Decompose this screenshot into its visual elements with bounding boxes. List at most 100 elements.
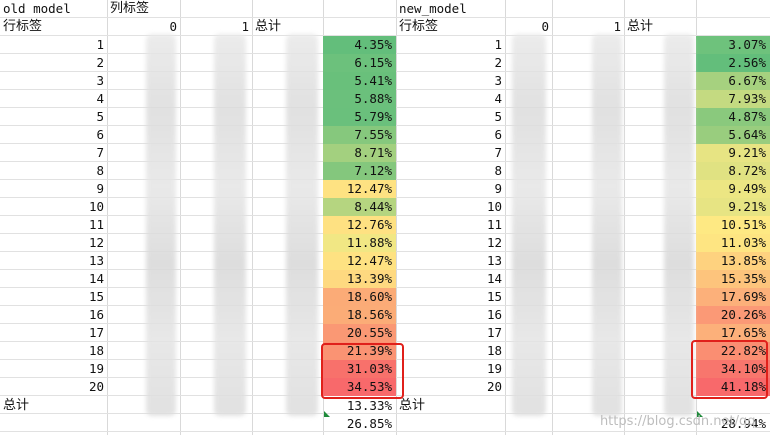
right-row-label[interactable]: 1	[494, 37, 502, 52]
blurred-column	[512, 34, 546, 416]
left-row-label[interactable]: 13	[88, 253, 104, 268]
grid-line	[0, 35, 770, 36]
right-row-label[interactable]: 2	[494, 55, 502, 70]
left-col-0-header[interactable]: 0	[169, 19, 177, 34]
right-row-label[interactable]: 19	[486, 361, 502, 376]
left-total-header: 总计	[255, 19, 282, 34]
right-row-label[interactable]: 15	[486, 289, 502, 304]
right-total-pct-cell[interactable]: 9.21%	[696, 144, 770, 162]
left-row-label[interactable]: 4	[96, 91, 104, 106]
left-row-label[interactable]: 2	[96, 55, 104, 70]
left-row-label[interactable]: 8	[96, 163, 104, 178]
left-row-label[interactable]: 12	[88, 235, 104, 250]
right-row-labels-header[interactable]: 行标签	[399, 19, 439, 34]
right-total-pct-cell[interactable]: 20.26%	[696, 306, 770, 324]
right-row-label[interactable]: 4	[494, 91, 502, 106]
right-total-pct-cell[interactable]: 34.10%	[696, 360, 770, 378]
right-row-label[interactable]: 5	[494, 109, 502, 124]
left-col-1-header[interactable]: 1	[241, 19, 249, 34]
left-total-pct-cell[interactable]: 7.12%	[323, 162, 396, 180]
left-total-pct-cell[interactable]: 5.41%	[323, 72, 396, 90]
left-total-pct-cell[interactable]: 21.39%	[323, 342, 396, 360]
left-row-label[interactable]: 18	[88, 343, 104, 358]
left-total-pct-cell[interactable]: 8.71%	[323, 144, 396, 162]
left-total-pct-cell[interactable]: 12.47%	[323, 180, 396, 198]
left-total-pct-cell[interactable]: 34.53%	[323, 378, 396, 396]
right-row-label[interactable]: 6	[494, 127, 502, 142]
left-total-pct-cell[interactable]: 11.88%	[323, 234, 396, 252]
right-row-label[interactable]: 3	[494, 73, 502, 88]
right-total-pct-cell[interactable]: 7.93%	[696, 90, 770, 108]
left-total-pct-cell[interactable]: 5.79%	[323, 108, 396, 126]
left-total-pct-cell[interactable]: 13.39%	[323, 270, 396, 288]
left-total-pct-cell[interactable]: 12.76%	[323, 216, 396, 234]
right-total-pct-cell[interactable]: 41.18%	[696, 378, 770, 396]
left-total-pct-cell[interactable]: 18.56%	[323, 306, 396, 324]
left-grand-total-value: 13.33%	[346, 398, 392, 413]
left-row-label[interactable]: 17	[88, 325, 104, 340]
right-col-1-header[interactable]: 1	[613, 19, 621, 34]
error-indicator-icon	[697, 411, 703, 417]
right-row-label[interactable]: 7	[494, 145, 502, 160]
right-total-pct-cell[interactable]: 5.64%	[696, 126, 770, 144]
right-row-label[interactable]: 13	[486, 253, 502, 268]
left-total-pct-cell[interactable]: 31.03%	[323, 360, 396, 378]
right-row-label[interactable]: 20	[486, 379, 502, 394]
right-row-label[interactable]: 14	[486, 271, 502, 286]
right-row-label[interactable]: 11	[486, 217, 502, 232]
right-row-label[interactable]: 10	[486, 199, 502, 214]
right-total-pct-cell[interactable]: 4.87%	[696, 108, 770, 126]
right-row-label[interactable]: 18	[486, 343, 502, 358]
left-row-label[interactable]: 19	[88, 361, 104, 376]
left-total-pct-cell[interactable]: 7.55%	[323, 126, 396, 144]
right-total-pct-cell[interactable]: 15.35%	[696, 270, 770, 288]
right-row-label[interactable]: 17	[486, 325, 502, 340]
right-total-header: 总计	[627, 19, 654, 34]
left-row-label[interactable]: 1	[96, 37, 104, 52]
grid-line	[180, 0, 181, 435]
right-total-pct-cell[interactable]: 17.69%	[696, 288, 770, 306]
blurred-column	[592, 34, 622, 416]
left-row-label[interactable]: 20	[88, 379, 104, 394]
grid-line	[0, 413, 770, 414]
right-row-label[interactable]: 8	[494, 163, 502, 178]
left-total-pct-cell[interactable]: 5.88%	[323, 90, 396, 108]
right-total-pct-cell[interactable]: 13.85%	[696, 252, 770, 270]
right-total-pct-cell[interactable]: 9.49%	[696, 180, 770, 198]
left-column-labels-header[interactable]: 列标签	[110, 1, 150, 16]
left-total-pct-cell[interactable]: 18.60%	[323, 288, 396, 306]
right-total-pct-cell[interactable]: 10.51%	[696, 216, 770, 234]
grid-line	[505, 0, 506, 435]
right-grand-total-label: 总计	[399, 398, 426, 413]
left-total-pct-cell[interactable]: 12.47%	[323, 252, 396, 270]
right-total-pct-cell[interactable]: 9.21%	[696, 198, 770, 216]
left-row-label[interactable]: 10	[88, 199, 104, 214]
right-row-label[interactable]: 9	[494, 181, 502, 196]
left-row-label[interactable]: 6	[96, 127, 104, 142]
left-row-labels-header[interactable]: 行标签	[3, 19, 43, 34]
highlight-box-left	[321, 343, 404, 399]
left-row-label[interactable]: 14	[88, 271, 104, 286]
right-total-pct-cell[interactable]: 6.67%	[696, 72, 770, 90]
left-row-label[interactable]: 3	[96, 73, 104, 88]
right-total-pct-cell[interactable]: 3.07%	[696, 36, 770, 54]
right-col-0-header[interactable]: 0	[541, 19, 549, 34]
right-total-pct-cell[interactable]: 8.72%	[696, 162, 770, 180]
left-row-label[interactable]: 15	[88, 289, 104, 304]
left-total-pct-cell[interactable]: 6.15%	[323, 54, 396, 72]
right-total-pct-cell[interactable]: 2.56%	[696, 54, 770, 72]
left-row-label[interactable]: 5	[96, 109, 104, 124]
right-total-pct-cell[interactable]: 17.65%	[696, 324, 770, 342]
right-row-label[interactable]: 16	[486, 307, 502, 322]
right-total-pct-cell[interactable]: 11.03%	[696, 234, 770, 252]
left-total-pct-cell[interactable]: 20.55%	[323, 324, 396, 342]
left-row-label[interactable]: 7	[96, 145, 104, 160]
left-row-label[interactable]: 16	[88, 307, 104, 322]
left-row-label[interactable]: 9	[96, 181, 104, 196]
left-total-pct-cell[interactable]: 8.44%	[323, 198, 396, 216]
highlight-box-right	[691, 340, 768, 399]
left-total-pct-cell[interactable]: 4.35%	[323, 36, 396, 54]
right-row-label[interactable]: 12	[486, 235, 502, 250]
left-row-label[interactable]: 11	[88, 217, 104, 232]
right-total-pct-cell[interactable]: 22.82%	[696, 342, 770, 360]
